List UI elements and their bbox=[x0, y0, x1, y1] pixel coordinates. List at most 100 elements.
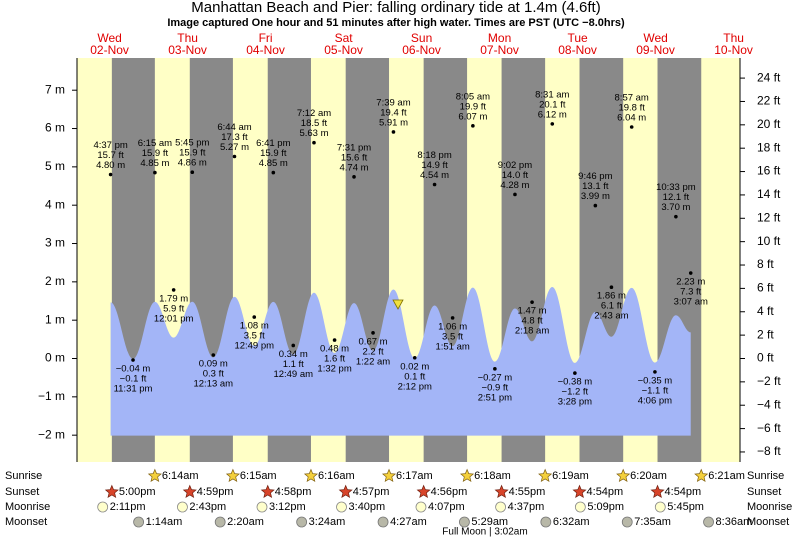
sunrise-time: 6:14am bbox=[162, 470, 199, 482]
y2-tick-label: 0 ft bbox=[757, 351, 774, 365]
moonrise-icon bbox=[256, 501, 268, 513]
tide-label: 1.1 ft bbox=[283, 359, 304, 370]
tide-point bbox=[352, 175, 356, 179]
tide-label: 1:22 am bbox=[356, 356, 390, 367]
y2-tick-label: 12 ft bbox=[757, 210, 781, 224]
tide-label: 3:28 pm bbox=[558, 397, 592, 408]
tide-point bbox=[171, 288, 176, 292]
sunset-time: 4:59pm bbox=[197, 486, 234, 498]
tide-label: 12.1 ft bbox=[663, 192, 690, 203]
chart-title: Manhattan Beach and Pier: falling ordina… bbox=[191, 0, 600, 16]
tide-label: 4.8 ft bbox=[522, 316, 543, 327]
y-tick-label: 4 m bbox=[45, 197, 65, 211]
sunrise-time: 6:20am bbox=[630, 470, 667, 482]
y-tick-label: −1 m bbox=[38, 389, 65, 403]
sunset-icon bbox=[182, 484, 197, 498]
sunset-icon bbox=[494, 484, 509, 498]
tide-label: 0.67 m bbox=[359, 336, 388, 347]
tide-label: 4.54 m bbox=[420, 170, 449, 181]
sunset-icon bbox=[416, 484, 431, 498]
sunrise-icon bbox=[460, 468, 475, 482]
sunset-time: 4:54pm bbox=[665, 486, 702, 498]
sunrise-time: 6:19am bbox=[552, 470, 589, 482]
tide-label: 3.5 ft bbox=[442, 331, 463, 342]
tide-label: −0.38 m bbox=[558, 377, 593, 388]
tide-point bbox=[629, 125, 634, 129]
tide-label: 14.0 ft bbox=[502, 170, 529, 181]
tide-label: 4.74 m bbox=[340, 162, 369, 173]
tide-point bbox=[573, 371, 577, 375]
moonset-time: 3:24am bbox=[309, 516, 346, 528]
tide-label: 1.47 m bbox=[518, 306, 547, 317]
tide-label: 1:51 am bbox=[435, 341, 469, 352]
sunset-time: 4:58pm bbox=[275, 486, 312, 498]
tide-label: −0.9 ft bbox=[482, 382, 509, 393]
day-name: Fri bbox=[259, 31, 273, 45]
tide-label: 3.99 m bbox=[581, 191, 610, 202]
tide-point bbox=[593, 203, 598, 208]
y2-tick-label: −4 ft bbox=[757, 397, 781, 411]
sunrise-time: 6:21am bbox=[708, 470, 745, 482]
tide-label: −1.2 ft bbox=[562, 387, 589, 398]
tide-point bbox=[131, 358, 135, 362]
sunset-time: 4:54pm bbox=[587, 486, 624, 498]
tide-point bbox=[688, 271, 693, 275]
tide-label: 4.80 m bbox=[96, 160, 125, 171]
tide-label: 15.9 ft bbox=[260, 148, 287, 159]
day-name: Sat bbox=[335, 31, 354, 45]
tide-label: 8:05 am bbox=[456, 91, 490, 102]
day-date: 08-Nov bbox=[558, 43, 597, 57]
tide-label: 12:13 am bbox=[193, 379, 233, 390]
row-label: Moonset bbox=[5, 516, 47, 528]
sunset-icon bbox=[338, 484, 353, 498]
row-label: Moonset bbox=[747, 516, 789, 528]
tide-label: 7.3 ft bbox=[680, 287, 701, 298]
tide-label: 4.85 m bbox=[259, 158, 288, 169]
tide-label: 1.08 m bbox=[240, 321, 269, 332]
sunrise-icon bbox=[303, 468, 319, 482]
y-tick-label: 5 m bbox=[45, 159, 65, 173]
moonset-icon bbox=[540, 516, 552, 528]
tide-label: 9:46 pm bbox=[578, 171, 612, 182]
tide-point bbox=[190, 170, 195, 175]
tide-label: 12:49 pm bbox=[234, 341, 274, 352]
tide-label: 20.1 ft bbox=[539, 99, 566, 110]
row-label: Moonrise bbox=[5, 501, 50, 513]
tide-point bbox=[432, 182, 437, 187]
moonset-icon bbox=[377, 516, 389, 528]
current-tide-marker bbox=[392, 299, 404, 310]
day-name: Sun bbox=[411, 31, 432, 45]
moonset-icon bbox=[296, 516, 308, 528]
tide-label: 15.6 ft bbox=[341, 152, 368, 163]
day-date: 05-Nov bbox=[324, 43, 363, 57]
tide-label: 17.3 ft bbox=[221, 132, 248, 143]
tide-label: 5.27 m bbox=[220, 142, 249, 153]
tide-point bbox=[252, 315, 257, 319]
tide-label: −0.35 m bbox=[638, 375, 673, 386]
tide-label: −0.27 m bbox=[478, 372, 513, 383]
row-label: Sunrise bbox=[5, 470, 42, 482]
y2-tick-label: 2 ft bbox=[757, 327, 774, 341]
plot bbox=[110, 286, 691, 436]
tide-point bbox=[412, 355, 417, 360]
moonrise-time: 2:43pm bbox=[189, 501, 226, 513]
tide-label: 6:44 am bbox=[217, 122, 251, 133]
tide-label: 6.1 ft bbox=[601, 301, 622, 312]
tide-point bbox=[513, 192, 517, 197]
day-date: 06-Nov bbox=[402, 43, 441, 57]
y2-tick-label: 18 ft bbox=[757, 140, 781, 154]
tide-label: 2:43 am bbox=[594, 311, 628, 322]
moonrise-time: 5:09pm bbox=[587, 501, 624, 513]
full-moon-note: Full Moon | 3:02am bbox=[442, 527, 527, 538]
tide-label: 19.9 ft bbox=[460, 101, 487, 112]
moonrise-time: 4:07pm bbox=[428, 501, 465, 513]
moonset-time: 6:32am bbox=[553, 516, 590, 528]
y-tick-label: 3 m bbox=[45, 236, 65, 250]
moonset-icon bbox=[459, 516, 470, 528]
tide-point bbox=[450, 316, 455, 320]
sunset-icon bbox=[104, 484, 119, 498]
day-date: 04-Nov bbox=[246, 43, 285, 57]
y2-tick-label: 10 ft bbox=[757, 234, 781, 248]
y-tick-label: 6 m bbox=[45, 121, 65, 135]
